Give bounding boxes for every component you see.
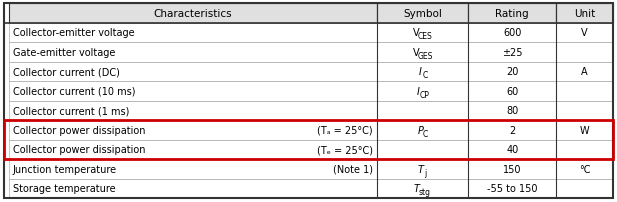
Bar xyxy=(557,23,613,43)
Bar xyxy=(557,82,613,101)
Bar xyxy=(557,120,613,140)
Text: V: V xyxy=(413,47,420,57)
Text: W: W xyxy=(580,125,589,135)
Text: T: T xyxy=(417,164,423,174)
Bar xyxy=(557,159,613,179)
Bar xyxy=(9,101,377,120)
Bar xyxy=(557,43,613,62)
Bar xyxy=(9,140,377,159)
Text: Collector current (DC): Collector current (DC) xyxy=(13,67,120,77)
Bar xyxy=(9,159,377,179)
Bar xyxy=(377,43,468,62)
Text: V: V xyxy=(581,28,588,38)
Bar xyxy=(377,120,468,140)
Text: 80: 80 xyxy=(506,106,518,116)
Bar xyxy=(9,23,377,43)
Bar xyxy=(468,120,557,140)
Bar xyxy=(9,82,377,101)
Text: Characteristics: Characteristics xyxy=(154,9,232,19)
Text: Collector-emitter voltage: Collector-emitter voltage xyxy=(13,28,135,38)
Text: P: P xyxy=(417,125,423,135)
Bar xyxy=(9,120,377,140)
Text: T: T xyxy=(413,183,419,193)
Bar xyxy=(377,4,468,23)
Bar xyxy=(557,140,613,159)
Bar xyxy=(4,120,613,159)
Text: j: j xyxy=(424,168,426,177)
Bar xyxy=(377,140,468,159)
Bar xyxy=(468,179,557,198)
Bar xyxy=(468,101,557,120)
Text: Unit: Unit xyxy=(574,9,595,19)
Text: I: I xyxy=(419,67,422,77)
Text: Collector current (1 ms): Collector current (1 ms) xyxy=(13,106,129,116)
Text: 600: 600 xyxy=(503,28,521,38)
Text: Gate-emitter voltage: Gate-emitter voltage xyxy=(13,47,115,57)
Text: ±25: ±25 xyxy=(502,47,523,57)
Text: GES: GES xyxy=(417,52,433,60)
Text: Symbol: Symbol xyxy=(403,9,442,19)
Text: A: A xyxy=(581,67,588,77)
Bar xyxy=(468,140,557,159)
Bar xyxy=(377,62,468,82)
Text: C: C xyxy=(423,71,428,80)
Bar xyxy=(377,159,468,179)
Bar xyxy=(377,82,468,101)
Text: 60: 60 xyxy=(506,86,518,96)
Bar xyxy=(557,101,613,120)
Bar xyxy=(9,43,377,62)
Bar xyxy=(468,43,557,62)
Text: Collector power dissipation: Collector power dissipation xyxy=(13,145,146,155)
Text: 40: 40 xyxy=(506,145,518,155)
Bar xyxy=(468,82,557,101)
Bar xyxy=(9,4,377,23)
Bar xyxy=(557,4,613,23)
Bar xyxy=(468,23,557,43)
Text: V: V xyxy=(413,28,420,38)
Text: Collector current (10 ms): Collector current (10 ms) xyxy=(13,86,135,96)
Text: (Tₐ = 25°C): (Tₐ = 25°C) xyxy=(317,125,373,135)
Bar xyxy=(468,159,557,179)
Bar xyxy=(377,179,468,198)
Text: Collector power dissipation: Collector power dissipation xyxy=(13,125,146,135)
Bar xyxy=(9,179,377,198)
Bar xyxy=(468,4,557,23)
Bar xyxy=(468,62,557,82)
Text: -55 to 150: -55 to 150 xyxy=(487,183,537,193)
Text: 150: 150 xyxy=(503,164,521,174)
Bar xyxy=(377,101,468,120)
Text: C: C xyxy=(423,129,428,138)
Bar xyxy=(377,23,468,43)
Text: (Tₑ = 25°C): (Tₑ = 25°C) xyxy=(317,145,373,155)
Text: CP: CP xyxy=(420,90,430,99)
Text: CES: CES xyxy=(418,32,433,41)
Text: °C: °C xyxy=(579,164,590,174)
Bar xyxy=(9,62,377,82)
Text: 2: 2 xyxy=(509,125,515,135)
Bar xyxy=(557,179,613,198)
Text: 20: 20 xyxy=(506,67,518,77)
Text: Rating: Rating xyxy=(495,9,529,19)
Text: stg: stg xyxy=(419,187,431,196)
Text: Junction temperature: Junction temperature xyxy=(13,164,117,174)
Text: Storage temperature: Storage temperature xyxy=(13,183,115,193)
Text: (Note 1): (Note 1) xyxy=(333,164,373,174)
Bar xyxy=(557,62,613,82)
Text: I: I xyxy=(416,86,420,96)
